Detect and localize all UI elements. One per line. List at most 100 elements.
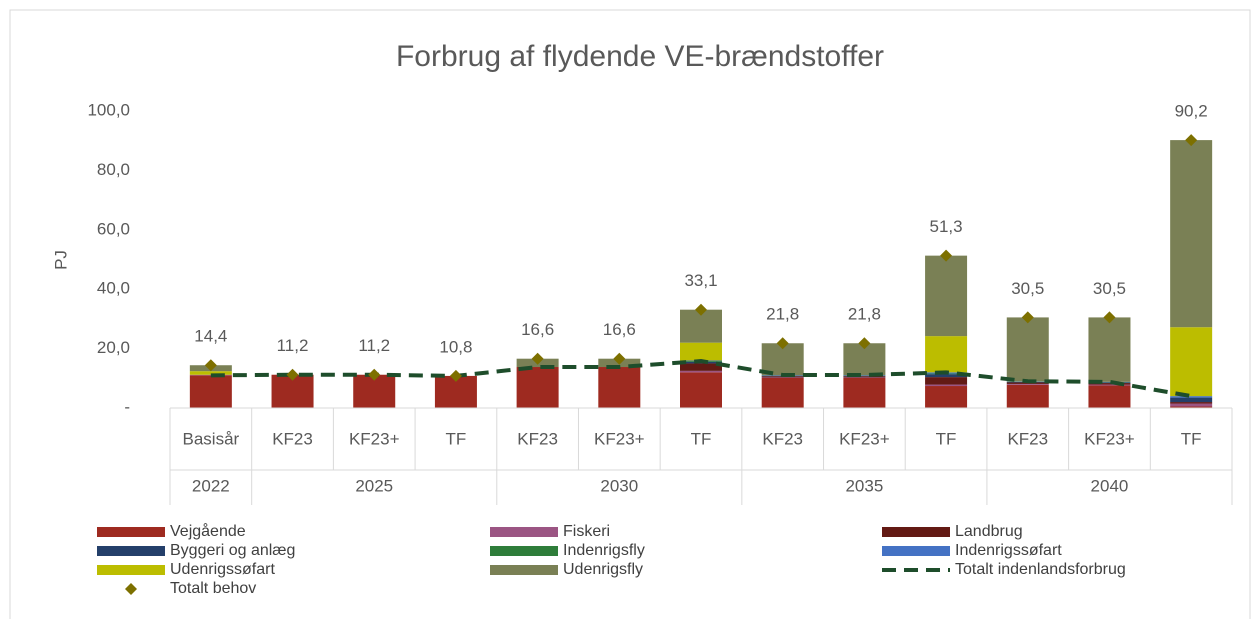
y-tick-label: 20,0 (97, 338, 130, 357)
x-tick-label: KF23 (517, 429, 558, 448)
data-label: 30,5 (1011, 279, 1044, 298)
legend-label: Byggeri og anlæg (170, 542, 295, 559)
legend-swatch (97, 546, 165, 556)
x-tick-label: KF23+ (839, 429, 890, 448)
bar-segment (1170, 397, 1213, 403)
data-label: 16,6 (521, 320, 554, 339)
chart-title: Forbrug af flydende VE-brændstoffer (396, 40, 884, 73)
data-label: 14,4 (194, 327, 227, 346)
bar-segment (843, 377, 886, 379)
data-label: 21,8 (848, 305, 881, 324)
legend-swatch (125, 583, 137, 595)
data-label: 11,2 (358, 336, 390, 355)
group-label: 2022 (192, 476, 230, 495)
diamond-marker (286, 368, 299, 381)
y-tick-label: 60,0 (97, 219, 130, 238)
bar-segment (1006, 384, 1049, 408)
bar-segment (925, 377, 968, 385)
diamond-marker (531, 352, 544, 365)
bar-segment (1170, 140, 1213, 328)
group-label: 2035 (845, 476, 883, 495)
diamond-marker (613, 352, 626, 365)
bar-segment (680, 372, 722, 408)
data-label: 16,6 (603, 320, 636, 339)
y-axis-label: PJ (51, 250, 70, 270)
x-tick-label: KF23+ (1084, 429, 1135, 448)
x-tick-label: TF (446, 429, 467, 448)
x-tick-label: TF (936, 429, 957, 448)
legend-label: Indenrigsfly (563, 542, 645, 559)
legend-swatch (490, 565, 558, 575)
diamond-marker (449, 369, 462, 382)
x-tick-label: KF23 (1007, 429, 1048, 448)
legend-label: Landbrug (955, 523, 1023, 540)
bar-segment (843, 376, 886, 378)
bar-segment (843, 378, 886, 408)
bar-segment (761, 378, 804, 408)
group-label: 2040 (1091, 476, 1129, 495)
bar-segment (925, 336, 968, 373)
bar-segment (843, 375, 886, 377)
legend-swatch (490, 546, 558, 556)
group-label: 2025 (355, 476, 393, 495)
bar-segment (189, 375, 232, 408)
data-label: 33,1 (684, 271, 717, 290)
x-tick-label: KF23+ (349, 429, 400, 448)
bar-segment (1170, 403, 1213, 407)
chart-border (9, 9, 1251, 619)
data-label: 30,5 (1093, 279, 1126, 298)
legend-label: Udenrigsfly (563, 561, 643, 578)
legend-swatch (97, 565, 165, 575)
diamond-marker (1021, 311, 1034, 324)
legend-swatch (97, 527, 165, 537)
bar-segment (680, 370, 722, 373)
x-tick-label: TF (1181, 429, 1202, 448)
legend-label: Vejgående (170, 522, 246, 540)
data-label: 21,8 (766, 305, 799, 324)
bar-segment (1170, 402, 1213, 404)
diamond-marker (1185, 134, 1198, 147)
bar-segment (1088, 385, 1131, 408)
bar-segment (516, 367, 559, 408)
data-label: 51,3 (930, 217, 963, 236)
diamond-marker (204, 359, 217, 372)
legend-swatch (882, 527, 950, 537)
bar-segment (189, 371, 232, 375)
bar-segment (925, 255, 968, 337)
bar-segment (761, 377, 804, 379)
x-tick-label: KF23+ (594, 429, 645, 448)
bar-segment (1170, 406, 1213, 408)
bar-segment (598, 367, 641, 408)
x-tick-label: KF23 (762, 429, 803, 448)
y-tick-label: 40,0 (97, 279, 130, 298)
diamond-marker (695, 303, 707, 316)
bar-segment (680, 342, 722, 361)
bar-segment (1088, 383, 1131, 385)
diamond-marker (368, 368, 381, 381)
y-tick-label: 80,0 (97, 160, 130, 179)
legend-swatch (490, 527, 558, 537)
x-tick-label: TF (691, 429, 712, 448)
y-tick-label: 100,0 (87, 100, 130, 119)
legend-swatch (882, 546, 950, 556)
legend-label: Totalt behov (170, 580, 256, 597)
data-label: 10,8 (439, 337, 472, 356)
bar-segment (925, 384, 968, 387)
bar-segment (1088, 317, 1131, 382)
bar-segment (1170, 396, 1213, 398)
y-tick-label: - (124, 397, 130, 416)
bar-segment (1170, 327, 1213, 397)
bar-segment (925, 386, 968, 408)
legend-label: Totalt indenlandsforbrug (955, 561, 1126, 578)
bar-segment (925, 374, 968, 378)
diamond-marker (940, 249, 953, 262)
data-label: 90,2 (1175, 102, 1208, 121)
bar-segment (680, 363, 722, 371)
group-label: 2030 (600, 476, 638, 495)
legend-label: Fiskeri (563, 523, 610, 540)
x-tick-label: Basisår (183, 429, 240, 448)
bar-segment (1006, 317, 1049, 382)
diamond-marker (1103, 311, 1116, 324)
legend-label: Indenrigssøfart (955, 542, 1062, 559)
